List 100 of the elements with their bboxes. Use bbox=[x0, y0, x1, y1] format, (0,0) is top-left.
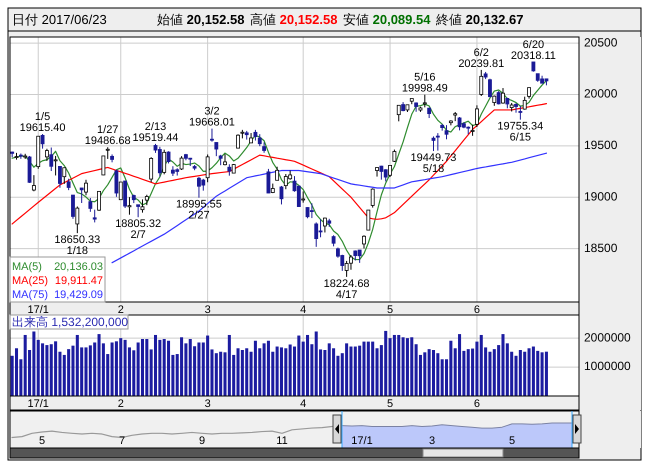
annotation: 出来高 1,532,200,000 bbox=[12, 315, 128, 329]
candlestick bbox=[45, 148, 49, 162]
candlestick bbox=[514, 102, 518, 114]
y-tick-label: 18500 bbox=[584, 240, 618, 255]
candlestick bbox=[432, 136, 436, 152]
bar bbox=[76, 334, 79, 396]
bar bbox=[544, 352, 548, 396]
candlestick bbox=[118, 181, 123, 200]
text: MA(25) 19,911.47 bbox=[12, 275, 103, 287]
bar bbox=[228, 334, 231, 396]
bar bbox=[436, 353, 440, 396]
candlestick bbox=[358, 250, 362, 264]
bar bbox=[14, 348, 18, 396]
candlestick bbox=[136, 204, 140, 218]
candlestick bbox=[80, 187, 84, 204]
bar bbox=[358, 346, 362, 396]
candlestick bbox=[223, 154, 227, 166]
bar bbox=[492, 349, 496, 396]
candlestick bbox=[362, 234, 366, 249]
candlestick bbox=[236, 134, 240, 149]
candlestick bbox=[253, 129, 258, 142]
candlestick bbox=[54, 155, 58, 176]
candlestick bbox=[322, 217, 327, 233]
candlestick bbox=[71, 194, 75, 220]
bar bbox=[297, 336, 300, 396]
candlestick bbox=[180, 156, 184, 171]
candlestick bbox=[114, 169, 118, 198]
candlestick bbox=[527, 87, 531, 100]
candlestick bbox=[318, 218, 322, 238]
candlestick bbox=[479, 69, 484, 96]
x-tick-label: 17/1 bbox=[351, 435, 373, 447]
bar bbox=[162, 339, 166, 396]
text: MA(5) 20,136.03 bbox=[12, 261, 103, 273]
y-tick-label: 20000 bbox=[584, 86, 618, 101]
candlestick bbox=[201, 178, 206, 192]
bar bbox=[397, 334, 400, 396]
candlestick bbox=[144, 194, 149, 206]
candlestick bbox=[314, 222, 318, 248]
candlestick bbox=[266, 168, 270, 194]
candlestick bbox=[249, 132, 253, 144]
candlestick bbox=[310, 202, 314, 219]
candlestick bbox=[262, 142, 266, 154]
bar bbox=[145, 339, 148, 396]
candlestick bbox=[140, 198, 144, 214]
candlestick bbox=[162, 149, 166, 175]
bar bbox=[518, 350, 522, 396]
candlestick bbox=[84, 179, 88, 196]
bar bbox=[432, 350, 436, 396]
annotation: 18224.68 4/17 bbox=[324, 278, 370, 301]
candlestick bbox=[197, 176, 201, 198]
y-tick-label: 19500 bbox=[584, 138, 618, 152]
candlestick bbox=[396, 104, 401, 122]
text: MA(75) 19,429.09 bbox=[12, 289, 103, 301]
annotation: 18805.32 2/7 bbox=[115, 218, 162, 242]
bar bbox=[328, 343, 331, 396]
candlestick bbox=[388, 164, 392, 178]
bar bbox=[345, 343, 348, 396]
annotation: 3/2 19668.01 bbox=[189, 106, 235, 129]
x-tick-label: 7 bbox=[118, 435, 126, 447]
candlestick bbox=[284, 174, 288, 190]
bar bbox=[188, 339, 192, 396]
text: 終値 20,132.67 bbox=[435, 12, 524, 27]
candlestick bbox=[75, 206, 80, 234]
bar bbox=[449, 340, 452, 396]
x-tick-label: 4 bbox=[300, 304, 306, 316]
bar bbox=[206, 336, 210, 396]
candlestick bbox=[470, 124, 475, 136]
candlestick bbox=[392, 149, 396, 162]
candlestick bbox=[206, 154, 210, 183]
candlestick bbox=[379, 165, 384, 180]
x-tick-label: 3 bbox=[204, 304, 211, 316]
bar bbox=[410, 337, 414, 396]
bar bbox=[423, 352, 426, 396]
candlestick bbox=[518, 106, 522, 120]
candlestick bbox=[496, 90, 501, 105]
candlestick bbox=[375, 167, 379, 178]
candlestick bbox=[275, 166, 280, 181]
x-tick-label: 5 bbox=[386, 398, 394, 410]
bar bbox=[371, 342, 374, 396]
bar bbox=[24, 334, 27, 396]
candlestick bbox=[366, 210, 370, 230]
candlestick bbox=[522, 96, 527, 110]
candlestick bbox=[422, 94, 427, 108]
x-tick-label: 17/1 bbox=[28, 398, 49, 410]
x-tick-label: 3 bbox=[204, 398, 211, 410]
text: 高値 20,152.58 bbox=[250, 12, 338, 27]
candlestick bbox=[280, 185, 284, 205]
x-tick-label: 3 bbox=[428, 435, 436, 447]
annotation: 1/27 19486.68 bbox=[84, 124, 131, 148]
candlestick bbox=[166, 150, 170, 164]
annotation: 6/20 20318.11 bbox=[510, 38, 556, 62]
candlestick bbox=[88, 197, 92, 212]
y-tick-label: 19000 bbox=[584, 189, 618, 204]
candlestick bbox=[40, 134, 44, 150]
line-series bbox=[111, 152, 548, 264]
text: 安値 20,089.54 bbox=[343, 12, 432, 27]
candlestick bbox=[58, 166, 62, 188]
candlestick bbox=[332, 234, 336, 247]
candlestick bbox=[501, 88, 505, 104]
candlestick bbox=[505, 97, 510, 109]
